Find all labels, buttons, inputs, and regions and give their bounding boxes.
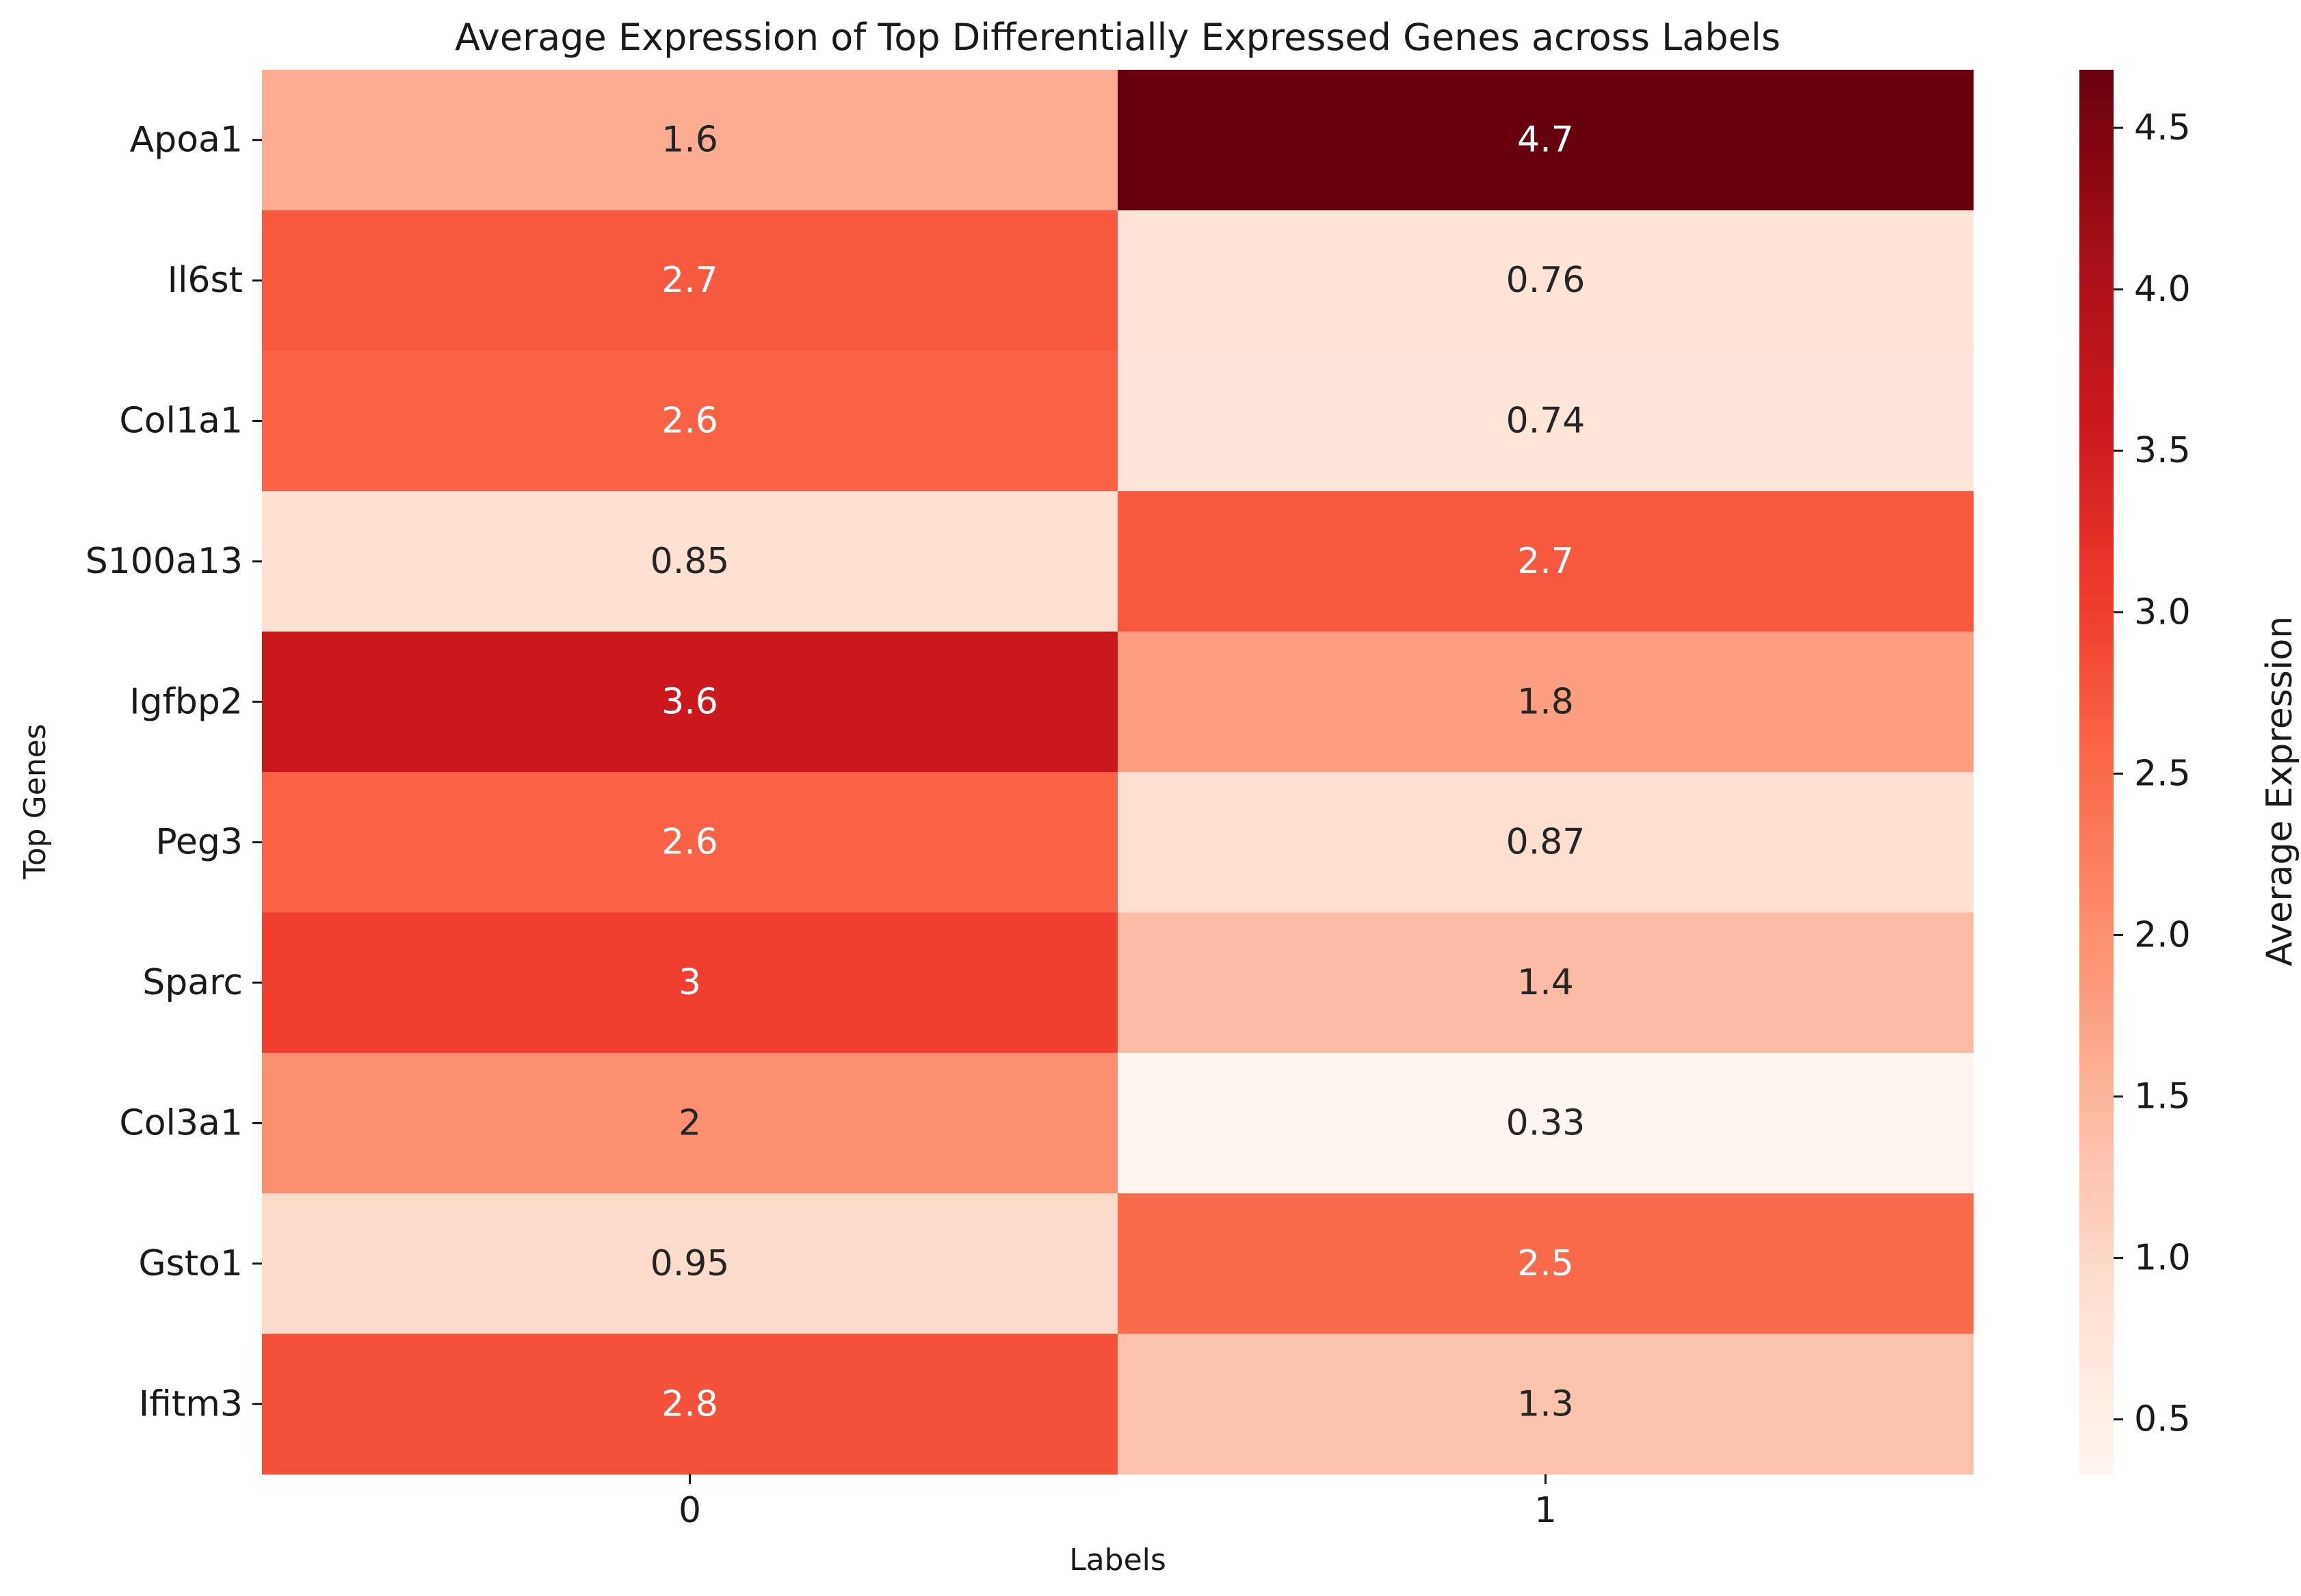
heatmap-cell: [1118, 772, 1974, 913]
y-tick-label: Col3a1: [119, 1103, 243, 1144]
y-tick-label: Gsto1: [138, 1243, 243, 1284]
x-tick-label: 1: [1534, 1490, 1557, 1531]
x-axis-title: Labels: [1069, 1543, 1166, 1578]
heatmap-cell: [262, 70, 1118, 211]
colorbar-gradient: [2079, 70, 2114, 1474]
cell-annotation: 2.7: [1517, 541, 1574, 582]
colorbar-tick-label: 4.0: [2134, 269, 2191, 310]
y-tick-label: Col1a1: [119, 401, 243, 442]
heatmap-cell: [262, 1052, 1118, 1194]
cell-annotation: 0.76: [1506, 260, 1586, 301]
cell-annotation: 2.7: [661, 260, 718, 301]
chart-title: Average Expression of Top Differentially…: [455, 16, 1780, 59]
cell-annotation: 2.5: [1517, 1243, 1574, 1284]
colorbar: 0.5 1.0 1.5 2.0 2.5 3.0 3.5 4.0 4.5: [2079, 70, 2191, 1474]
heatmap-cell: [262, 491, 1118, 633]
heatmap-cell: [262, 210, 1118, 351]
cell-annotation: 0.95: [650, 1243, 730, 1284]
y-tick-label: Ifitm3: [139, 1383, 243, 1424]
y-tick-label: Apoa1: [130, 120, 243, 161]
heatmap-cell: [262, 1193, 1118, 1335]
cell-annotation: 1.4: [1517, 962, 1574, 1003]
y-axis-title: Top Genes: [18, 723, 53, 879]
heatmap-cell: [1118, 1052, 1974, 1194]
cell-annotation: 2.6: [661, 822, 718, 863]
cell-annotation: 0.87: [1506, 822, 1586, 863]
colorbar-title: Average Expression: [2259, 616, 2300, 966]
y-tick-label: S100a13: [86, 541, 243, 582]
cell-annotation: 4.7: [1517, 120, 1574, 161]
y-tick-label: Peg3: [155, 822, 243, 863]
cell-annotation: 3.6: [661, 681, 718, 722]
cell-annotation: 0.85: [650, 541, 730, 582]
heatmap-cell: [262, 350, 1118, 492]
heatmap-cell: [262, 1333, 1118, 1475]
heatmap-cell: [1118, 210, 1974, 351]
heatmap-cell: [1118, 491, 1974, 633]
colorbar-tick-label: 4.5: [2134, 107, 2191, 148]
heatmap-cell: [1118, 1193, 1974, 1335]
colorbar-tick-label: 1.5: [2134, 1076, 2191, 1117]
cell-annotation: 2.6: [661, 401, 718, 442]
y-axis: Apoa1 Il6st Col1a1 S100a13 Igfbp2 Peg3 Sparc Co…: [86, 120, 262, 1424]
colorbar-tick-label: 3.5: [2134, 430, 2191, 471]
cell-annotation: 2.8: [661, 1383, 718, 1424]
heatmap-cells: [262, 70, 1974, 1475]
x-tick-label: 0: [679, 1490, 701, 1531]
heatmap-cell: [1118, 631, 1974, 773]
heatmap-cell: [262, 912, 1118, 1054]
cell-annotation: 3: [679, 962, 701, 1003]
colorbar-tick-label: 3.0: [2134, 591, 2191, 633]
y-tick-label: Igfbp2: [129, 681, 243, 722]
cell-annotation: 0.33: [1506, 1103, 1586, 1144]
colorbar-tick-label: 0.5: [2134, 1399, 2191, 1440]
heatmap-cell: [1118, 912, 1974, 1054]
heatmap-cell: [1118, 350, 1974, 492]
colorbar-tick-label: 2.5: [2134, 753, 2191, 794]
cell-annotation: 0.74: [1506, 401, 1586, 442]
y-tick-label: Il6st: [168, 260, 243, 301]
heatmap-cell: [1118, 1333, 1974, 1475]
cell-annotation: 2: [679, 1103, 701, 1144]
cell-annotation: 1.8: [1517, 681, 1574, 722]
heatmap-annotations: 1.6 4.7 2.7 0.76 2.6 0.74 0.85 2.7 3.6 1.8 2.6 0.87…: [650, 120, 1586, 1425]
heatmap-cell: [1118, 70, 1974, 211]
heatmap-cell: [262, 772, 1118, 913]
colorbar-tick-label: 1.0: [2134, 1238, 2191, 1279]
cell-annotation: 1.6: [661, 120, 718, 161]
y-tick-label: Sparc: [142, 962, 243, 1003]
cell-annotation: 1.3: [1517, 1383, 1574, 1424]
colorbar-tick-label: 2.0: [2134, 914, 2191, 955]
heatmap-cell: [262, 631, 1118, 773]
